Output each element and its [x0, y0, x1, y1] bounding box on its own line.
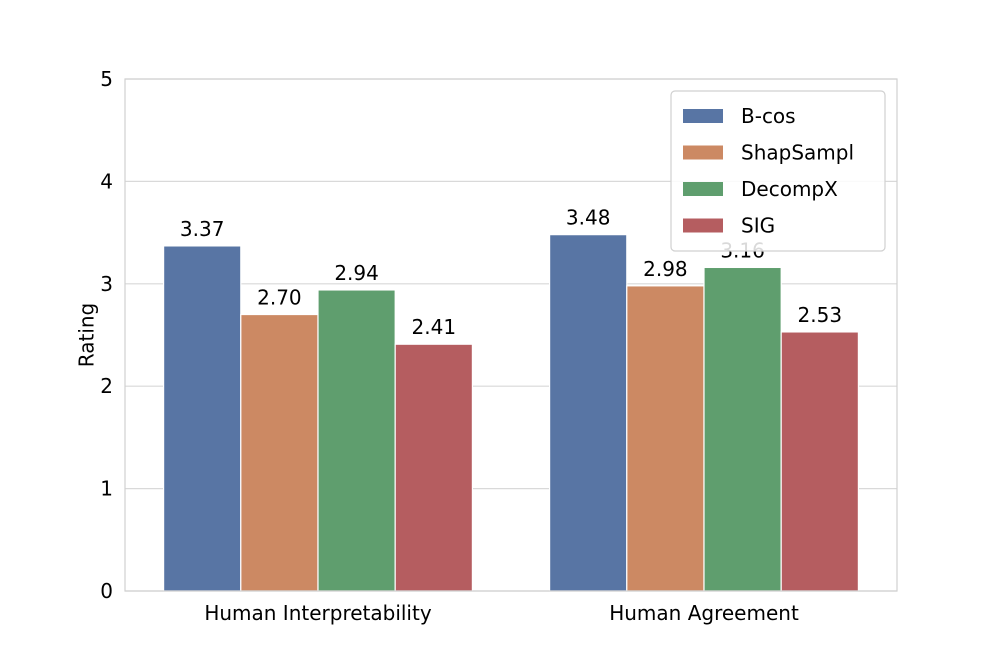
- y-tick-label: 4: [100, 169, 113, 193]
- bar-value-label: 2.41: [412, 315, 457, 339]
- legend-swatch-shapsampl: [683, 145, 723, 160]
- legend-label-b-cos: B-cos: [741, 104, 796, 128]
- legend-swatch-decompx: [683, 182, 723, 196]
- y-tick-label: 2: [100, 374, 113, 398]
- bar-shapsampl-2: [626, 285, 705, 592]
- x-tick-label: Human Agreement: [609, 601, 799, 625]
- legend-label-sig: SIG: [741, 214, 775, 238]
- y-axis-title: Rating: [75, 303, 99, 367]
- plot-frame: [124, 78, 898, 592]
- bar-shapsampl-1: [240, 313, 319, 592]
- bars: [163, 234, 860, 592]
- y-axis: 0 1 2 3 4 5: [100, 67, 113, 603]
- legend-box: [670, 90, 886, 252]
- x-axis: Human Interpretability Human Agreement: [204, 601, 799, 625]
- y-tick-label: 5: [100, 67, 113, 91]
- bar-value-label: 3.37: [180, 217, 225, 241]
- legend-swatch-b-cos: [683, 109, 723, 123]
- bar-decompx-2: [703, 266, 782, 592]
- bar-value-label: 2.94: [334, 261, 379, 285]
- bar-b-cos-2: [548, 234, 628, 592]
- bar-sig-1: [394, 343, 474, 592]
- x-tick-label: Human Interpretability: [204, 601, 432, 625]
- bar-sig-2: [780, 331, 860, 592]
- legend-label-shapsampl: ShapSampl: [741, 141, 854, 165]
- legend: B-cos ShapSampl DecompX SIG: [670, 90, 886, 252]
- y-tick-label: 0: [100, 579, 113, 603]
- y-tick-label: 3: [100, 272, 113, 296]
- legend-label-decompx: DecompX: [741, 177, 838, 201]
- bar-decompx-1: [317, 289, 396, 592]
- bar-value-label: 2.53: [798, 303, 843, 327]
- legend-swatch-sig: [683, 218, 723, 233]
- bar-value-label: 2.98: [643, 257, 688, 281]
- y-tick-label: 1: [100, 477, 113, 501]
- bar-b-cos-1: [163, 245, 242, 592]
- bar-value-label: 3.48: [566, 206, 611, 230]
- bar-value-label: 2.70: [257, 286, 302, 310]
